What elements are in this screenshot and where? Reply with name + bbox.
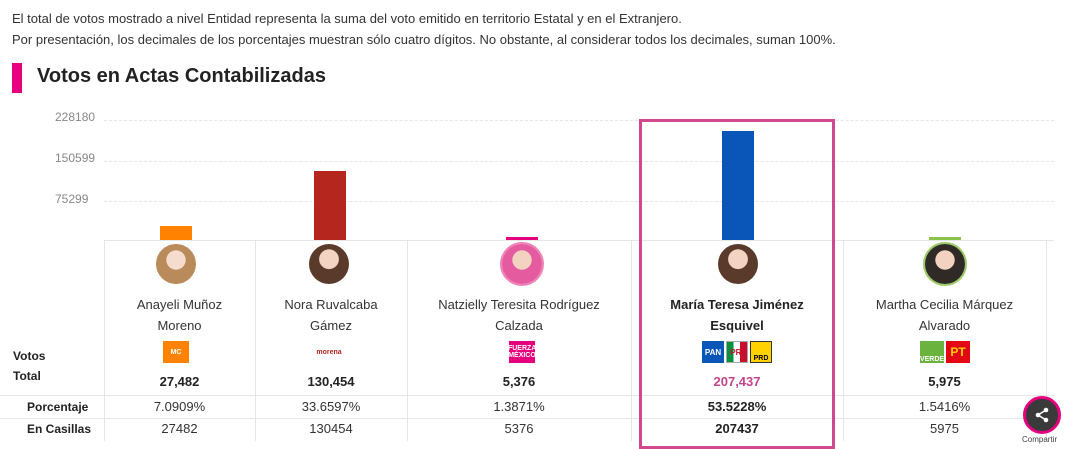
y-tick-label: 228180 <box>55 110 96 124</box>
candidate-percentage: 7.0909% <box>153 399 206 414</box>
row-label-casillas: En Casillas <box>27 422 92 436</box>
candidate-avatar[interactable] <box>925 244 965 284</box>
candidate-casillas: 27482 <box>161 421 198 436</box>
candidate-avatar[interactable] <box>156 244 196 284</box>
candidate-percentage: 53.5228% <box>707 399 767 414</box>
candidate-casillas: 5376 <box>504 421 534 436</box>
share-label: Compartir <box>1022 435 1058 444</box>
bar-candidate-1 <box>160 225 192 240</box>
party-logo-verde: VERDE <box>920 341 944 363</box>
candidate-name[interactable]: Anayeli Muñoz Moreno <box>136 297 223 333</box>
section-accent-bar <box>12 63 22 93</box>
party-logo-mc: MC <box>163 341 189 363</box>
candidate-casillas: 207437 <box>715 421 759 436</box>
column-divider <box>843 240 844 441</box>
column-divider <box>407 240 408 441</box>
grid-line <box>104 120 1054 121</box>
candidate-avatar[interactable] <box>502 244 542 284</box>
row-label-total: Total <box>13 369 41 383</box>
table-line <box>0 395 1054 396</box>
candidate-total: 5,376 <box>502 374 536 389</box>
y-tick-label: 75299 <box>55 192 89 206</box>
bar-candidate-4 <box>722 130 754 240</box>
party-logo-pt: PT <box>946 341 970 363</box>
party-logo-prd: PRD <box>750 341 772 363</box>
party-logo-fuerza-mexico: FUERZA MÉXICO <box>508 341 536 363</box>
candidate-total: 27,482 <box>159 374 200 389</box>
table-line <box>104 240 1054 241</box>
candidate-avatar[interactable] <box>718 244 758 284</box>
row-label-votos: Votos <box>13 349 46 363</box>
bar-candidate-5 <box>929 236 961 240</box>
column-divider <box>1046 240 1047 441</box>
grid-line <box>104 161 1054 162</box>
candidate-total: 130,454 <box>307 374 355 389</box>
bar-candidate-3 <box>506 237 538 240</box>
candidate-percentage: 1.5416% <box>918 399 971 414</box>
column-divider <box>255 240 256 441</box>
grid-line <box>104 201 1054 202</box>
share-button[interactable] <box>1023 396 1061 434</box>
candidate-total: 207,437 <box>713 374 761 389</box>
row-label-porcentaje: Porcentaje <box>27 400 89 414</box>
candidate-percentage: 1.3871% <box>493 399 545 414</box>
candidate-total: 5,975 <box>928 374 961 389</box>
candidate-avatar[interactable] <box>309 244 349 284</box>
candidate-name[interactable]: Nora Ruvalcaba Gámez <box>284 297 378 333</box>
party-logo-morena: morena <box>311 341 347 363</box>
note-line-2: Por presentación, los decimales de los p… <box>12 32 836 47</box>
candidate-percentage: 33.6597% <box>301 399 361 414</box>
note-line-1: El total de votos mostrado a nivel Entid… <box>12 11 682 26</box>
share-icon <box>1035 407 1049 423</box>
party-logo-pan: PAN <box>702 341 724 363</box>
y-tick-label: 150599 <box>55 151 96 165</box>
candidate-casillas: 5975 <box>930 421 959 436</box>
section-title: Votos en Actas Contabilizadas <box>37 65 326 87</box>
winner-highlight-box <box>639 119 835 449</box>
party-logo-pri: PRI <box>726 341 748 363</box>
candidate-name[interactable]: María Teresa Jiménez Esquivel <box>670 297 804 333</box>
table-line <box>0 418 1054 419</box>
column-divider <box>631 240 632 441</box>
candidate-name[interactable]: Natzielly Teresita Rodríguez Calzada <box>438 297 600 333</box>
bar-candidate-2 <box>314 171 346 240</box>
candidate-casillas: 130454 <box>309 421 353 436</box>
column-divider <box>104 240 105 441</box>
candidate-name[interactable]: Martha Cecilia Márquez Alvarado <box>875 297 1014 333</box>
